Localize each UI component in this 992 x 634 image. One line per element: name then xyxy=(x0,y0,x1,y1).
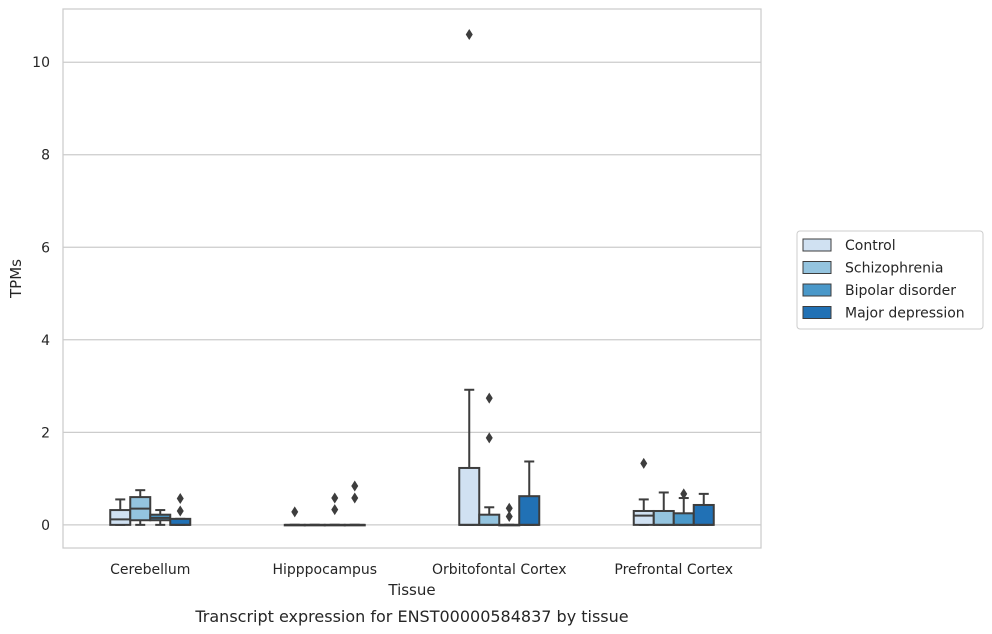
x-tick-label: Orbitofontal Cortex xyxy=(432,562,567,578)
legend-swatch xyxy=(802,283,832,297)
box-0-0 xyxy=(109,498,132,526)
box-2-2 xyxy=(498,502,521,527)
outlier-point xyxy=(505,511,513,523)
box-body xyxy=(632,509,655,526)
chart-caption: Transcript expression for ENST0000058483… xyxy=(194,607,628,626)
legend-swatch xyxy=(802,238,832,252)
box-body xyxy=(458,466,481,526)
box-3-3 xyxy=(692,492,715,526)
outlier-point xyxy=(680,488,688,500)
outlier-point xyxy=(331,504,339,516)
outlier-point xyxy=(485,392,493,404)
box-3-0 xyxy=(632,457,655,526)
y-tick-label: 8 xyxy=(41,148,50,164)
box-plot-marks xyxy=(109,28,715,527)
box-2-3 xyxy=(518,460,541,526)
y-tick-label: 6 xyxy=(41,240,50,256)
box-body xyxy=(109,509,132,526)
x-tick-label: Hipppocampus xyxy=(272,562,377,578)
box-1-3 xyxy=(343,480,366,527)
y-tick-labels: 0 2 4 6 8 10 xyxy=(32,55,50,534)
outlier-point xyxy=(485,432,493,444)
box-1-2 xyxy=(323,492,346,527)
legend-frame xyxy=(796,230,984,330)
box-body xyxy=(692,503,715,526)
box-body xyxy=(672,512,695,526)
box-3-2 xyxy=(672,488,695,526)
y-tick-label: 0 xyxy=(41,518,50,534)
x-tick-label: Cerebellum xyxy=(110,562,190,578)
box-3-1 xyxy=(652,491,675,526)
y-axis-label: TPMs xyxy=(7,259,25,299)
y-tick-label: 10 xyxy=(32,55,50,71)
y-tick-label: 4 xyxy=(41,333,50,349)
x-tick-labels: Cerebellum Hipppocampus Orbitofontal Corte… xyxy=(110,562,733,578)
box-body xyxy=(478,513,501,526)
box-0-3 xyxy=(169,492,192,526)
x-tick-label: Prefrontal Cortex xyxy=(614,562,733,578)
plot-frame xyxy=(62,8,762,549)
box-0-2 xyxy=(149,509,172,526)
legend-label: Schizophrenia xyxy=(845,261,943,277)
box-body xyxy=(518,495,541,526)
x-axis-label: Tissue xyxy=(387,581,435,599)
outlier-point xyxy=(640,457,648,469)
outlier-point xyxy=(176,492,184,504)
outlier-point xyxy=(291,506,299,518)
box-2-1 xyxy=(478,392,501,526)
box-0-1 xyxy=(129,489,152,526)
grid-lines xyxy=(63,61,761,526)
box-body xyxy=(652,509,675,526)
legend-label: Major depression xyxy=(845,306,965,322)
legend-label: Bipolar disorder xyxy=(845,283,956,299)
legend: Control Schizophrenia Bipolar disorder Majo… xyxy=(796,230,984,330)
legend-swatch xyxy=(802,261,832,274)
outlier-point xyxy=(351,480,359,492)
box-1-0 xyxy=(283,506,306,527)
box-1-1 xyxy=(303,523,326,527)
y-tick-label: 2 xyxy=(41,425,50,441)
legend-label: Control xyxy=(845,238,896,254)
outlier-point xyxy=(505,502,513,514)
outlier-point xyxy=(465,28,473,40)
outlier-point xyxy=(331,492,339,504)
outlier-point xyxy=(176,505,184,517)
box-2-0 xyxy=(458,28,481,526)
outlier-point xyxy=(351,492,359,504)
legend-swatch xyxy=(802,306,832,319)
